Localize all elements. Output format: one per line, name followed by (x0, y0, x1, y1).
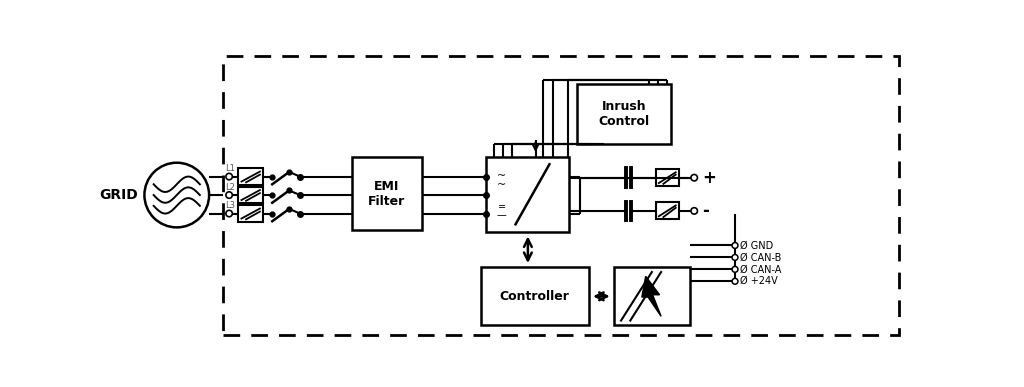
Text: -: - (701, 202, 709, 220)
Text: L2: L2 (225, 183, 236, 192)
Bar (481, 267, 589, 325)
Circle shape (691, 208, 697, 214)
Circle shape (732, 266, 738, 272)
Circle shape (732, 278, 738, 284)
Polygon shape (642, 276, 662, 316)
Text: L1: L1 (225, 164, 236, 173)
Circle shape (691, 175, 697, 181)
Bar (239, 168, 263, 185)
Circle shape (226, 210, 232, 217)
Text: EMI
Filter: EMI Filter (369, 180, 406, 208)
Bar (655, 202, 679, 219)
Bar (239, 205, 263, 222)
Text: Inrush
Control: Inrush Control (599, 100, 649, 128)
Bar (352, 158, 422, 231)
Circle shape (732, 243, 738, 248)
Text: Ø CAN-B: Ø CAN-B (740, 252, 781, 262)
Text: GRID: GRID (99, 188, 138, 202)
Text: +: + (701, 169, 716, 187)
Circle shape (144, 163, 209, 228)
Circle shape (732, 255, 738, 260)
Text: =
—: = — (497, 202, 507, 220)
Bar (239, 187, 263, 203)
Bar (486, 157, 569, 232)
Circle shape (226, 192, 232, 198)
Text: Ø CAN-A: Ø CAN-A (740, 264, 781, 274)
Text: Ø GND: Ø GND (740, 240, 774, 250)
Bar (578, 84, 671, 144)
Bar (223, 56, 899, 335)
Text: Controller: Controller (500, 290, 569, 303)
Bar (655, 169, 679, 186)
Text: L3: L3 (225, 201, 236, 210)
Text: ~
~: ~ ~ (497, 171, 506, 190)
Text: Ø +24V: Ø +24V (740, 276, 778, 286)
Bar (614, 267, 689, 325)
Circle shape (226, 173, 232, 180)
